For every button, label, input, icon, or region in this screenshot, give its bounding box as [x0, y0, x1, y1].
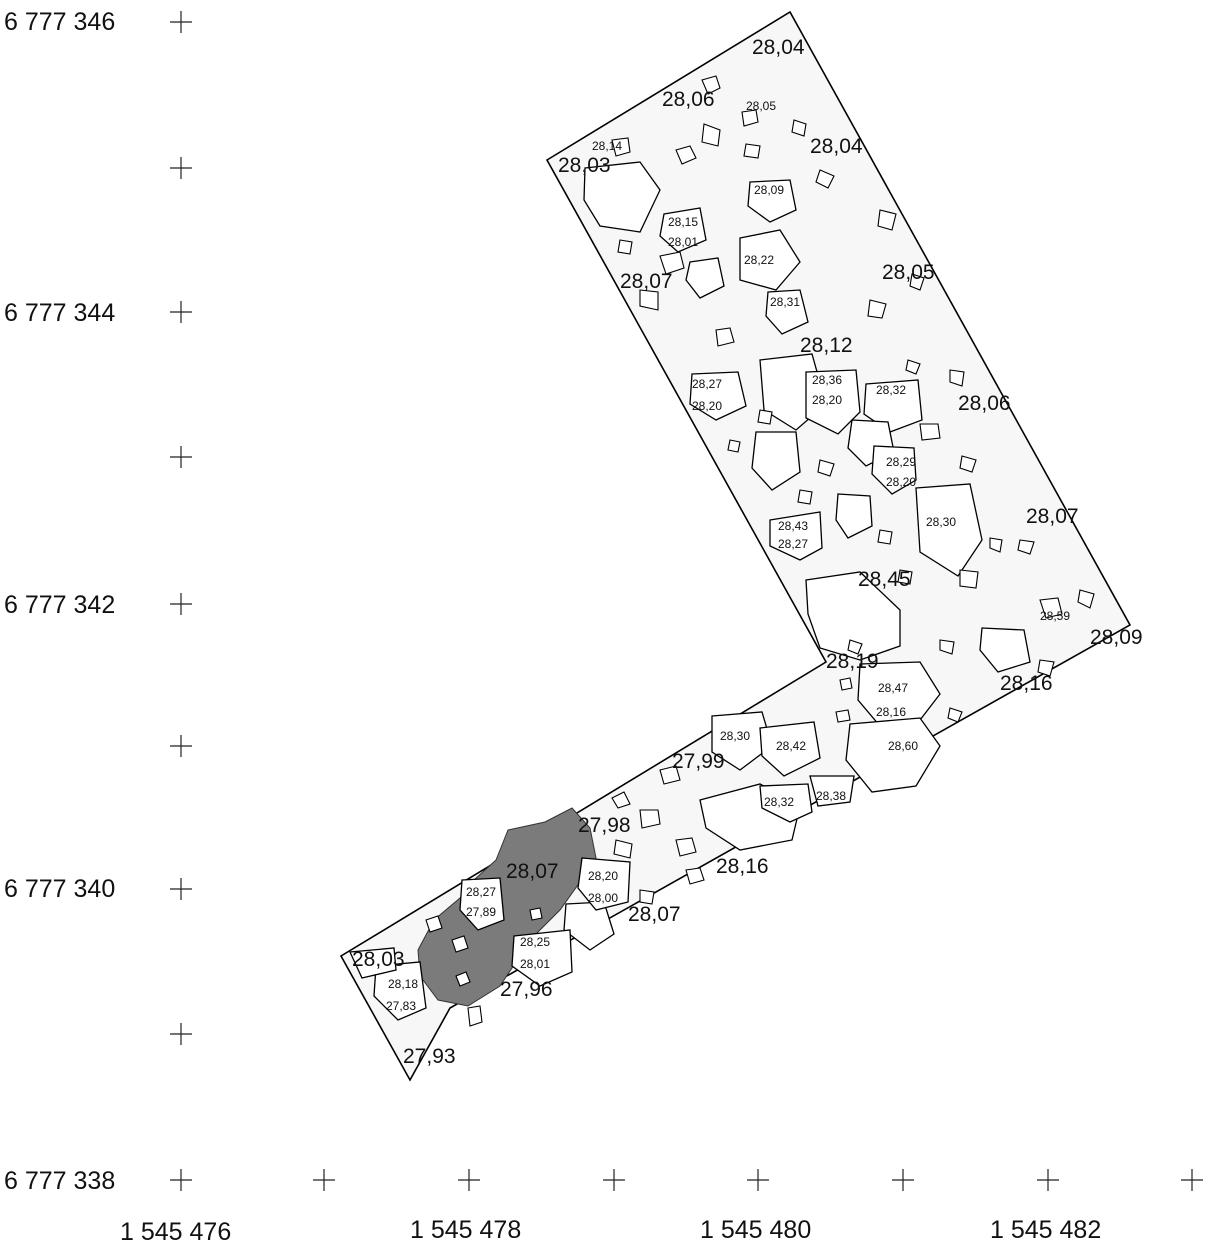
elevation-label: 28,07 [1026, 505, 1079, 528]
elevation-label: 28,16 [1000, 672, 1053, 695]
northing-label: 6 777 342 [4, 591, 115, 619]
northing-label: 6 777 340 [4, 875, 115, 903]
elevation-label-small: 28,29 [886, 455, 916, 469]
elevation-label: 28,04 [752, 36, 805, 59]
trench-outline [339, 10, 1132, 1082]
elevation-label-small: 28,27 [778, 537, 808, 551]
elevation-label-small: 28,43 [778, 519, 808, 533]
elevation-label: 27,96 [500, 978, 553, 1001]
stones-large [349, 161, 1031, 1021]
grid-crosses [170, 11, 1203, 1191]
elevation-label: 28,07 [620, 270, 673, 293]
elevation-label-small: 28,30 [926, 515, 956, 529]
elevation-label-small: 28,31 [770, 295, 800, 309]
stones-small [425, 75, 1095, 1027]
elevation-label: 28,05 [882, 261, 935, 284]
elevation-label-small: 28,01 [668, 235, 698, 249]
elevation-label: 27,98 [578, 814, 631, 837]
elevation-label-small: 28,27 [692, 377, 722, 391]
elevation-label-small: 28,20 [588, 869, 618, 883]
elevation-label: 27,99 [672, 750, 725, 773]
elevation-label-small: 28,25 [520, 935, 550, 949]
elevation-label-small: 28,00 [588, 891, 618, 905]
elevation-label-small: 28,32 [876, 383, 906, 397]
elevation-label-small: 28,18 [388, 977, 418, 991]
easting-label: 1 545 480 [700, 1216, 811, 1244]
elevation-label-small: 28,14 [592, 139, 622, 153]
elevation-label-small: 28,59 [1040, 609, 1070, 623]
elevation-label: 27,93 [403, 1045, 456, 1068]
easting-label: 1 545 482 [990, 1216, 1101, 1244]
easting-label: 1 545 476 [120, 1218, 231, 1246]
elevation-label-small: 28,20 [886, 475, 916, 489]
elevation-label: 28,06 [662, 88, 715, 111]
northing-label: 6 777 338 [4, 1167, 115, 1195]
elevation-label-small: 28,47 [878, 681, 908, 695]
elevation-label: 28,09 [1090, 626, 1143, 649]
elevation-label: 28,45 [858, 568, 911, 591]
elevation-label-small: 28,20 [812, 393, 842, 407]
elevation-label-small: 27,83 [386, 999, 416, 1013]
elevation-label: 28,07 [628, 903, 681, 926]
elevation-labels-large: 28,04 28,06 28,03 28,04 28,07 28,05 28,1… [352, 36, 1143, 1068]
elevation-label: 28,12 [800, 334, 853, 357]
elevation-label: 28,03 [352, 948, 405, 971]
elevation-label: 28,06 [958, 392, 1011, 415]
elevation-labels-small: 28,05 28,14 28,09 28,15 28,01 28,22 28,3… [386, 99, 1070, 1013]
elevation-label-small: 28,42 [776, 739, 806, 753]
elevation-label-small: 28,09 [754, 183, 784, 197]
elevation-label: 28,16 [716, 855, 769, 878]
elevation-label-small: 28,01 [520, 957, 550, 971]
elevation-label-small: 28,36 [812, 373, 842, 387]
easting-label: 1 545 478 [410, 1216, 521, 1244]
elevation-label-small: 28,27 [466, 885, 496, 899]
elevation-label-small: 28,15 [668, 215, 698, 229]
northing-label: 6 777 346 [4, 8, 115, 36]
elevation-label-small: 27,89 [466, 905, 496, 919]
elevation-label: 28,04 [810, 135, 863, 158]
elevation-label-small: 28,22 [744, 253, 774, 267]
elevation-label-small: 28,32 [764, 795, 794, 809]
elevation-label-small: 28,30 [720, 729, 750, 743]
elevation-label-small: 28,16 [876, 705, 906, 719]
elevation-label: 28,19 [826, 650, 879, 673]
elevation-label-small: 28,38 [816, 789, 846, 803]
dark-patch [417, 807, 597, 1007]
northing-label: 6 777 344 [4, 299, 115, 327]
elevation-label: 28,07 [506, 860, 559, 883]
elevation-label-small: 28,60 [888, 739, 918, 753]
elevation-label-small: 28,20 [692, 399, 722, 413]
elevation-label: 28,03 [558, 154, 611, 177]
elevation-label-small: 28,05 [746, 99, 776, 113]
